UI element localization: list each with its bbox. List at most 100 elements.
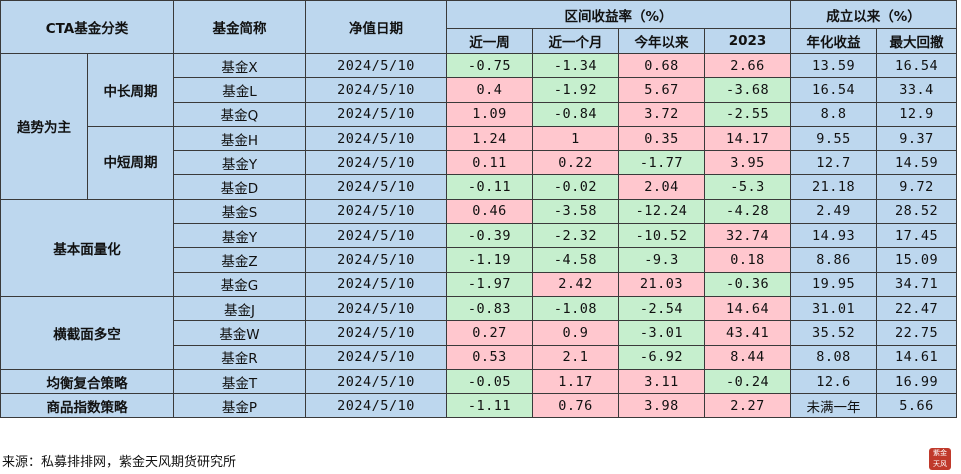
nav-date-cell: 2024/5/10 (305, 295, 447, 322)
nav-date-cell: 2024/5/10 (305, 320, 447, 346)
header-annualized: 年化收益 (790, 28, 878, 54)
ytd-return-cell: 5.67 (618, 77, 705, 103)
fund-name-cell: 基金Q (173, 101, 306, 127)
max-drawdown-cell: 14.59 (876, 150, 958, 176)
nav-date-cell: 2024/5/10 (305, 271, 447, 297)
fund-name-cell: 基金X (173, 52, 306, 79)
fund-name-cell: 基金Y (173, 223, 306, 249)
return-2023-cell: -4.28 (703, 198, 792, 225)
subcategory-mid-short: 中短周期 (87, 125, 174, 200)
week-return-cell: 1.09 (446, 101, 533, 127)
week-return-cell: -0.39 (446, 223, 533, 249)
month-return-cell: 0.9 (532, 320, 619, 346)
return-2023-cell: 0.18 (703, 247, 792, 273)
max-drawdown-cell: 5.66 (876, 393, 958, 419)
month-return-cell: -2.32 (532, 223, 619, 249)
week-return-cell: -1.97 (446, 271, 533, 297)
return-2023-cell: 14.17 (703, 125, 792, 152)
annualized-return-cell: 16.54 (790, 77, 878, 103)
month-return-cell: -3.58 (532, 198, 619, 225)
month-return-cell: 2.1 (532, 344, 619, 370)
max-drawdown-cell: 15.09 (876, 247, 958, 273)
max-drawdown-cell: 22.47 (876, 295, 958, 322)
table-row: 基金R 2024/5/10 0.53 2.1 -6.92 8.44 8.08 14.61 (1, 344, 958, 370)
ytd-return-cell: -9.3 (618, 247, 705, 273)
nav-date-cell: 2024/5/10 (305, 393, 447, 419)
week-return-cell: -1.11 (446, 393, 533, 419)
annualized-return-cell: 12.6 (790, 368, 878, 395)
nav-date-cell: 2024/5/10 (305, 150, 447, 176)
max-drawdown-cell: 16.99 (876, 368, 958, 395)
max-drawdown-cell: 34.71 (876, 271, 958, 297)
week-return-cell: 0.53 (446, 344, 533, 370)
nav-date-cell: 2024/5/10 (305, 174, 447, 200)
annualized-return-cell: 31.01 (790, 295, 878, 322)
nav-date-cell: 2024/5/10 (305, 77, 447, 103)
week-return-cell: -0.75 (446, 52, 533, 79)
category-cross-section: 横截面多空 (0, 295, 174, 370)
max-drawdown-cell: 16.54 (876, 52, 958, 79)
category-commodity: 商品指数策略 (0, 393, 174, 419)
fund-name-cell: 基金P (173, 393, 306, 419)
header-max-drawdown: 最大回撤 (876, 28, 958, 54)
header-month: 近一个月 (532, 28, 619, 54)
return-2023-cell: 32.74 (703, 223, 792, 249)
fund-name-cell: 基金J (173, 295, 306, 322)
header-row-1: CTA基金分类 基金简称 净值日期 区间收益率（%） 成立以来（%） (0, 0, 958, 54)
max-drawdown-cell: 17.45 (876, 223, 958, 249)
return-2023-cell: 43.41 (703, 320, 792, 346)
fund-name-cell: 基金W (173, 320, 306, 346)
max-drawdown-cell: 22.75 (876, 320, 958, 346)
nav-date-cell: 2024/5/10 (305, 101, 447, 127)
header-interval-return: 区间收益率（%） (445, 0, 792, 29)
table-row: 基金Y 2024/5/10 0.11 0.22 -1.77 3.95 12.7 14.59 (1, 150, 958, 176)
annualized-return-cell: 12.7 (790, 150, 878, 176)
month-return-cell: -0.84 (532, 101, 619, 127)
ytd-return-cell: 21.03 (618, 271, 705, 297)
max-drawdown-cell: 9.72 (876, 174, 958, 200)
annualized-return-cell: 8.8 (790, 101, 878, 127)
fund-name-cell: 基金T (173, 368, 306, 395)
publisher-seal: 紫金 天风 (929, 448, 951, 470)
table-row: 基金Z 2024/5/10 -1.19 -4.58 -9.3 0.18 8.86 15.09 (1, 247, 958, 273)
table-row: 商品指数策略 基金P 2024/5/10 -1.11 0.76 3.98 2.27 未满一年 5… (0, 393, 958, 419)
header-ytd: 今年以来 (618, 28, 705, 54)
week-return-cell: 0.11 (446, 150, 533, 176)
week-return-cell: -0.11 (446, 174, 533, 200)
annualized-return-cell: 13.59 (790, 52, 878, 79)
return-2023-cell: -0.36 (703, 271, 792, 297)
max-drawdown-cell: 33.4 (876, 77, 958, 103)
week-return-cell: 0.46 (446, 198, 533, 225)
return-2023-cell: -2.55 (703, 101, 792, 127)
nav-date-cell: 2024/5/10 (305, 344, 447, 370)
month-return-cell: -1.08 (532, 295, 619, 322)
annualized-return-cell: 9.55 (790, 125, 878, 152)
month-return-cell: 2.42 (532, 271, 619, 297)
fund-name-cell: 基金L (173, 77, 306, 103)
fund-name-cell: 基金R (173, 344, 306, 370)
month-return-cell: 1 (532, 125, 619, 152)
table-row: 基本面量化 基金S 2024/5/10 0.46 -3.58 -12.24 -4.28 2.4… (0, 198, 958, 297)
header-since-inception: 成立以来（%） (790, 0, 958, 29)
nav-date-cell: 2024/5/10 (305, 223, 447, 249)
table-row: 中短周期 基金H 2024/5/10 1.24 1 0.35 14.17 9.55 9.37 (1, 125, 958, 200)
category-fundamental: 基本面量化 (0, 198, 174, 297)
nav-date-cell: 2024/5/10 (305, 368, 447, 395)
fund-name-cell: 基金Y (173, 150, 306, 176)
table-row: 横截面多空 基金J 2024/5/10 -0.83 -1.08 -2.54 14.64 31.… (0, 295, 958, 370)
ytd-return-cell: 0.68 (618, 52, 705, 79)
table-row: 趋势为主 中长周期 基金X 2024/5/10 -0.75 -1.34 0.68 2.66 13… (0, 52, 958, 200)
return-2023-cell: 8.44 (703, 344, 792, 370)
month-return-cell: 0.76 (532, 393, 619, 419)
week-return-cell: -0.05 (446, 368, 533, 395)
max-drawdown-cell: 28.52 (876, 198, 958, 225)
ytd-return-cell: -3.01 (618, 320, 705, 346)
max-drawdown-cell: 9.37 (876, 125, 958, 152)
max-drawdown-cell: 12.9 (876, 101, 958, 127)
fund-name-cell: 基金H (173, 125, 306, 152)
fund-name-cell: 基金D (173, 174, 306, 200)
return-2023-cell: 14.64 (703, 295, 792, 322)
nav-date-cell: 2024/5/10 (305, 52, 447, 79)
header-row-2: 近一周 近一个月 今年以来 2023 年化收益 最大回撤 (1, 28, 958, 54)
